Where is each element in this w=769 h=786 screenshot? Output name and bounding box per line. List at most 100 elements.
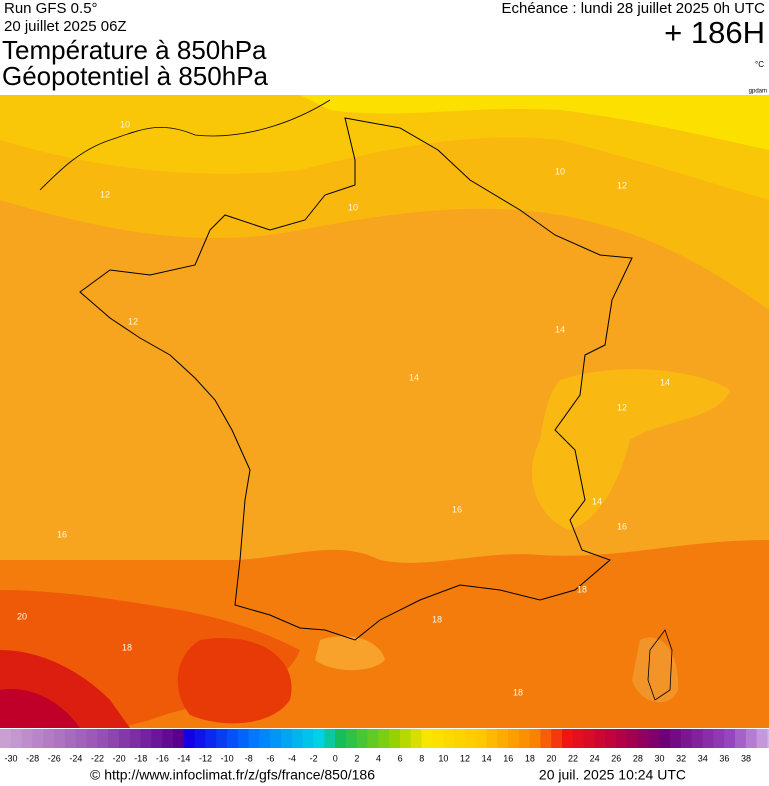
colorbar-tick-label: -2 bbox=[310, 753, 318, 763]
timestamp: 20 juil. 2025 10:24 UTC bbox=[539, 767, 686, 783]
colorbar-tick-label: -30 bbox=[4, 753, 17, 763]
field bbox=[0, 689, 80, 728]
contour-label: 18 bbox=[432, 614, 442, 624]
colorbar-tick-label: -12 bbox=[199, 753, 212, 763]
colorbar-cell bbox=[410, 729, 423, 748]
field bbox=[531, 369, 730, 530]
run-date: 20 juillet 2025 06Z bbox=[4, 18, 127, 35]
colorbar-cell bbox=[702, 729, 714, 748]
colorbar-tick-label: 36 bbox=[719, 753, 729, 763]
field bbox=[632, 637, 679, 703]
contour-label: 16 bbox=[452, 504, 462, 514]
contour-label: 14 bbox=[660, 377, 670, 387]
colorbar-cell bbox=[475, 729, 487, 748]
colorbar-cell bbox=[291, 729, 304, 748]
colorbar-cell bbox=[605, 729, 617, 748]
colorbar-cell bbox=[670, 729, 682, 748]
colorbar-cell bbox=[32, 729, 44, 748]
field bbox=[300, 95, 769, 150]
colorbar-cell bbox=[735, 729, 747, 748]
colorbar-cell bbox=[86, 729, 98, 748]
colorbar-cell bbox=[767, 729, 769, 748]
contour-label: 12 bbox=[100, 189, 110, 199]
colorbar-cell bbox=[0, 729, 12, 748]
title-line: Température à 850hPa bbox=[2, 35, 267, 65]
coastline bbox=[647, 629, 673, 701]
colorbar-tick-label: -18 bbox=[134, 753, 147, 763]
colorbar-tick-label: -4 bbox=[288, 753, 296, 763]
colorbar-cell bbox=[237, 729, 250, 748]
colorbar-cell bbox=[453, 729, 466, 748]
colorbar-tick-label: -22 bbox=[91, 753, 104, 763]
contour-label: 14 bbox=[555, 324, 565, 334]
colorbar-cell bbox=[21, 729, 34, 748]
colorbar-tick-label: -26 bbox=[48, 753, 61, 763]
contour-label: 14 bbox=[409, 372, 419, 382]
colorbar-tick-label: -14 bbox=[177, 753, 190, 763]
colorbar-tick-label: -10 bbox=[221, 753, 234, 763]
colorbar-tick-label: -16 bbox=[156, 753, 169, 763]
colorbar-cell bbox=[713, 729, 725, 748]
contour-label: 18 bbox=[122, 642, 132, 652]
contour-label: 20 bbox=[17, 611, 27, 621]
colorbar-cell bbox=[140, 729, 152, 748]
contour-label: 12 bbox=[128, 316, 138, 326]
colorbar-cell bbox=[756, 729, 769, 748]
colorbar-cell bbox=[313, 729, 325, 748]
colorbar-cell bbox=[486, 729, 498, 748]
contour-label: 10 bbox=[120, 119, 130, 129]
field bbox=[0, 95, 769, 200]
colorbar-cell bbox=[583, 729, 596, 748]
colorbar-cell bbox=[216, 729, 228, 748]
colorbar-cell bbox=[345, 729, 358, 748]
colorbar-cell bbox=[572, 729, 585, 748]
colorbar-cell bbox=[659, 729, 671, 748]
colorbar-cell bbox=[226, 729, 239, 748]
colorbar-cell bbox=[648, 729, 660, 748]
colorbar-tick-label: 26 bbox=[611, 753, 621, 763]
colorbar-cell bbox=[324, 729, 336, 748]
colorbar-cell bbox=[562, 729, 574, 748]
colorbar-cell bbox=[637, 729, 650, 748]
colorbar-tick-label: 8 bbox=[419, 753, 424, 763]
colorbar-tick-label: 10 bbox=[438, 753, 448, 763]
colorbar-cell bbox=[626, 729, 639, 748]
source-url: © http://www.infoclimat.fr/z/gfs/france/… bbox=[90, 767, 375, 783]
map: 10 10 10 12 12 12 14 14 14 12 14 16 16 16 18 20 18 18 18 bbox=[0, 95, 769, 728]
colorbar-tick-label: 2 bbox=[354, 753, 359, 763]
colorbar-tick-label: 18 bbox=[525, 753, 535, 763]
colorbar-tick-label: 22 bbox=[568, 753, 578, 763]
colorbar-cell bbox=[302, 729, 315, 748]
coastline bbox=[79, 117, 633, 641]
credit: gpdam bbox=[749, 89, 767, 95]
colorbar-cell bbox=[551, 729, 563, 748]
colorbar-cell bbox=[118, 729, 131, 748]
colorbar-cell bbox=[724, 729, 736, 748]
field bbox=[177, 638, 292, 724]
colorbar-cell bbox=[356, 729, 369, 748]
colorbar-cell bbox=[367, 729, 379, 748]
contour-label: 16 bbox=[617, 521, 627, 531]
colorbar-tick-label: 38 bbox=[741, 753, 751, 763]
contour-label: 10 bbox=[555, 166, 565, 176]
colorbar-cell bbox=[335, 729, 347, 748]
colorbar-cell bbox=[508, 729, 520, 748]
field bbox=[315, 636, 385, 671]
colorbar-cell bbox=[529, 729, 542, 748]
colorbar-cell bbox=[497, 729, 509, 748]
colorbar-tick-label: 16 bbox=[503, 753, 513, 763]
colorbar-cell bbox=[594, 729, 606, 748]
colorbar-tick-label: -6 bbox=[266, 753, 274, 763]
contour-label: 18 bbox=[513, 687, 523, 697]
colorbar: -30 -28 -26 -24 -22 -20 -18 -16 -14 -12 -10 -8 -6 -4-… bbox=[0, 729, 769, 763]
colorbar-tick-label: 28 bbox=[633, 753, 643, 763]
colorbar-cell bbox=[10, 729, 23, 748]
colorbar-tick-label: 4 bbox=[376, 753, 381, 763]
colorbar-cell bbox=[378, 729, 390, 748]
contour-label: 16 bbox=[57, 529, 67, 539]
colorbar-tick-label: -28 bbox=[26, 753, 39, 763]
colorbar-cell bbox=[745, 729, 758, 748]
forecast-time: Echéance : lundi 28 juillet 2025 0h UTC bbox=[502, 0, 766, 17]
colorbar-tick-label: 30 bbox=[655, 753, 665, 763]
